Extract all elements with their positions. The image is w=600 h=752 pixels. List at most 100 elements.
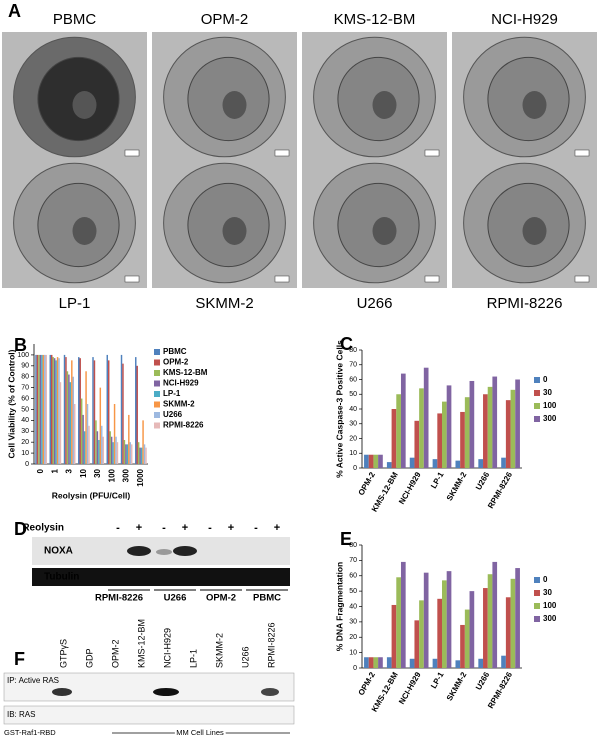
nucleolus [222, 91, 247, 119]
x-tick-label: U266 [474, 670, 492, 692]
bar [469, 380, 475, 468]
bar [129, 442, 132, 464]
legend-swatch [154, 422, 160, 429]
legend-label: PBMC [163, 347, 187, 356]
bar [78, 357, 80, 464]
bar [95, 420, 97, 464]
x-tick-label: NCI-H929 [397, 670, 423, 706]
bar [483, 394, 488, 468]
legend-label: RPMI-8226 [163, 421, 204, 430]
legend-label: U266 [163, 410, 183, 419]
y-tick-label: 30 [349, 421, 357, 428]
bar [98, 440, 100, 464]
legend-swatch [534, 416, 540, 422]
y-axis-label: % Active Caspase-3 Positive Cells [334, 340, 344, 478]
x-tick-label: OPM-2 [357, 470, 378, 497]
band [173, 546, 197, 556]
bar [368, 657, 374, 668]
treatment-label: Reolysin [22, 523, 64, 534]
y-tick-label: 30 [349, 619, 357, 626]
group-label: RPMI-8226 [95, 593, 143, 604]
lane-label: OPM-2 [110, 639, 120, 668]
cell-line-label: U266 [357, 295, 393, 312]
bar [107, 360, 110, 464]
band [156, 549, 172, 555]
bar [53, 358, 56, 464]
legend-label: KMS-12-BM [163, 368, 208, 377]
bar [74, 404, 76, 464]
lane-label: RPMI-8226 [266, 622, 276, 668]
bar [68, 374, 70, 464]
bar [145, 447, 147, 464]
y-tick-label: 40 [21, 417, 29, 424]
bar [487, 386, 493, 468]
bar [492, 376, 498, 468]
bar [52, 357, 54, 464]
legend-swatch [534, 603, 540, 609]
y-tick-label: 20 [349, 634, 357, 641]
blot-row-label: IP: Active RAS [7, 676, 59, 685]
bar [446, 385, 452, 468]
x-tick-label: 3 [65, 468, 74, 473]
bar [460, 411, 465, 468]
bar [442, 401, 447, 468]
y-tick-label: 80 [349, 542, 357, 549]
bar [478, 658, 484, 668]
group-label: PBMC [253, 593, 281, 604]
y-tick-label: 30 [21, 428, 29, 435]
bar [505, 597, 511, 668]
bar [109, 431, 111, 464]
legend-swatch [534, 590, 540, 596]
bar [131, 444, 133, 464]
bar [55, 360, 57, 464]
bar [492, 561, 498, 668]
bar [128, 414, 130, 464]
bar [400, 561, 406, 668]
nucleolus [72, 217, 97, 245]
bar [510, 578, 516, 668]
bait-label: GST-Raf1-RBD [4, 728, 56, 737]
x-tick-label: SKMM-2 [445, 670, 469, 702]
nucleolus [372, 217, 397, 245]
bar [469, 591, 475, 668]
y-tick-label: 40 [349, 603, 357, 610]
bar [99, 387, 102, 464]
bar [42, 354, 45, 464]
bar [106, 354, 108, 464]
bar [38, 354, 40, 464]
bar [442, 580, 447, 668]
x-tick-label: 1 [50, 468, 59, 473]
bar [126, 444, 129, 464]
panel-label: C [340, 334, 353, 354]
bar [423, 367, 429, 468]
lane-sign: - [208, 522, 212, 534]
bar [515, 568, 520, 668]
lane-label: LP-1 [188, 649, 198, 668]
bar [368, 454, 374, 468]
x-tick-label: NCI-H929 [397, 470, 423, 506]
bar [83, 431, 86, 464]
y-tick-label: 50 [349, 588, 357, 595]
bar [143, 444, 146, 464]
bar [85, 371, 87, 464]
bar [35, 354, 37, 464]
y-axis-label: % DNA Fragmentation [334, 562, 344, 651]
y-tick-label: 20 [349, 435, 357, 442]
lane-label: KMS-12-BM [136, 619, 146, 668]
band [261, 688, 279, 696]
bar [373, 454, 379, 468]
y-tick-label: 0 [353, 465, 357, 472]
bar [423, 572, 429, 668]
y-tick-label: 80 [349, 347, 357, 354]
bar [49, 354, 51, 464]
blot-row-label: Tubulin [44, 572, 79, 583]
bar [409, 457, 415, 468]
bar [44, 354, 46, 464]
bar [125, 444, 127, 464]
cell-line-label: PBMC [53, 11, 97, 28]
bar [391, 604, 397, 668]
lane-sign: - [162, 522, 166, 534]
group-label: U266 [164, 593, 187, 604]
legend-swatch [154, 370, 160, 376]
lane-sign: - [116, 522, 120, 534]
